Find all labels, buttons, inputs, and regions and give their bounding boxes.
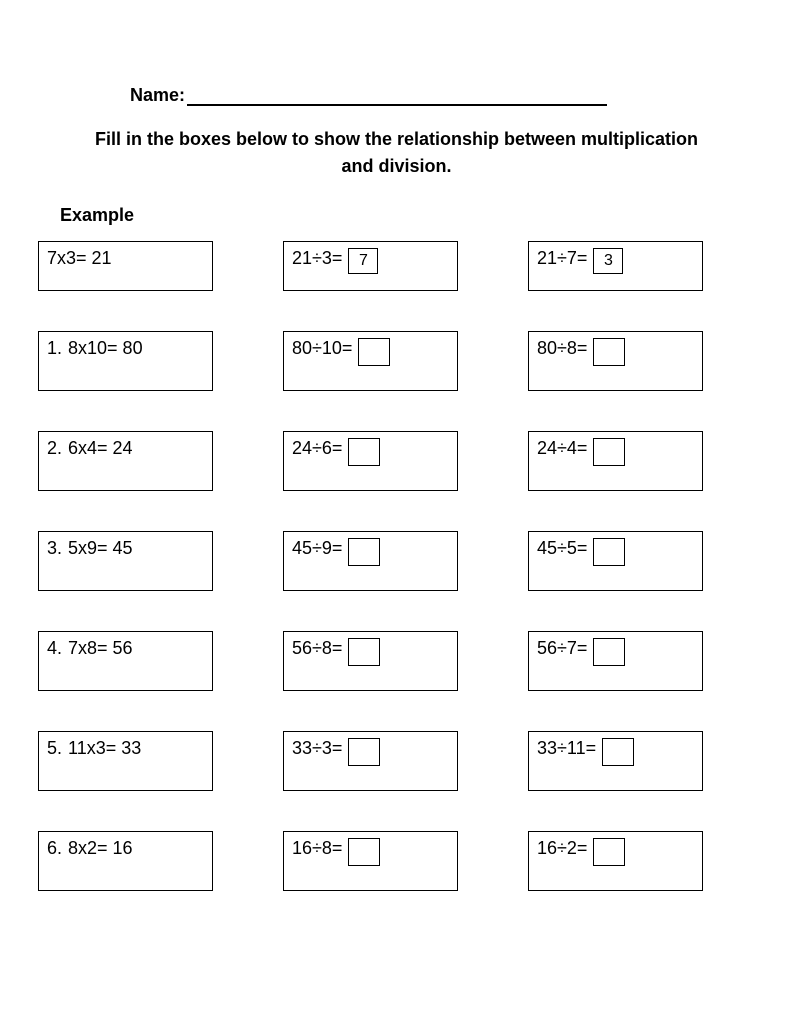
problem-2-mult-expr: 6x4= 24 — [68, 438, 133, 459]
problem-1-div2-answer[interactable] — [593, 338, 625, 366]
problem-2-division2-cell: 24÷4= — [528, 431, 703, 491]
problem-2-div1-answer[interactable] — [348, 438, 380, 466]
problem-2-number: 2. — [47, 438, 62, 459]
problem-1-div1-answer[interactable] — [358, 338, 390, 366]
problem-4-div1-answer[interactable] — [348, 638, 380, 666]
problem-1-multiplication-cell: 1. 8x10= 80 — [38, 331, 213, 391]
problem-3-div2-answer[interactable] — [593, 538, 625, 566]
name-underline[interactable] — [187, 104, 607, 106]
problem-1-div2-expr: 80÷8= — [537, 338, 587, 359]
problem-4-div1-expr: 56÷8= — [292, 638, 342, 659]
problem-5-number: 5. — [47, 738, 62, 759]
example-div1-expr: 21÷3= — [292, 248, 342, 269]
name-label: Name: — [130, 85, 185, 105]
example-row: 7x3= 21 21÷3= 7 21÷7= 3 — [38, 241, 763, 291]
problem-1-number: 1. — [47, 338, 62, 359]
problem-1-div1-expr: 80÷10= — [292, 338, 352, 359]
problem-5-division2-cell: 33÷11= — [528, 731, 703, 791]
problem-row-3: 3. 5x9= 45 45÷9= 45÷5= — [38, 531, 763, 591]
problem-row-2: 2. 6x4= 24 24÷6= 24÷4= — [38, 431, 763, 491]
problem-3-division1-cell: 45÷9= — [283, 531, 458, 591]
problem-5-division1-cell: 33÷3= — [283, 731, 458, 791]
instructions-text: Fill in the boxes below to show the rela… — [90, 126, 703, 180]
problem-3-div2-expr: 45÷5= — [537, 538, 587, 559]
problem-5-multiplication-cell: 5. 11x3= 33 — [38, 731, 213, 791]
problem-5-div1-expr: 33÷3= — [292, 738, 342, 759]
problem-3-multiplication-cell: 3. 5x9= 45 — [38, 531, 213, 591]
problem-3-division2-cell: 45÷5= — [528, 531, 703, 591]
example-division2-cell: 21÷7= 3 — [528, 241, 703, 291]
problem-5-div2-answer[interactable] — [602, 738, 634, 766]
problem-4-mult-expr: 7x8= 56 — [68, 638, 133, 659]
problem-rows: 7x3= 21 21÷3= 7 21÷7= 3 1. 8x10= 80 80÷1… — [38, 241, 763, 891]
problem-2-div2-expr: 24÷4= — [537, 438, 587, 459]
problem-4-div2-expr: 56÷7= — [537, 638, 587, 659]
example-mult-expr: 7x3= 21 — [47, 248, 112, 269]
problem-1-division2-cell: 80÷8= — [528, 331, 703, 391]
problem-5-div2-expr: 33÷11= — [537, 738, 596, 759]
example-heading: Example — [60, 205, 763, 226]
problem-5-mult-expr: 11x3= 33 — [68, 738, 141, 759]
problem-6-div2-answer[interactable] — [593, 838, 625, 866]
worksheet-page: Name: Fill in the boxes below to show th… — [0, 0, 793, 961]
example-div2-answer: 3 — [593, 248, 623, 274]
problem-4-division2-cell: 56÷7= — [528, 631, 703, 691]
problem-6-division1-cell: 16÷8= — [283, 831, 458, 891]
problem-2-div1-expr: 24÷6= — [292, 438, 342, 459]
problem-3-div1-expr: 45÷9= — [292, 538, 342, 559]
problem-3-div1-answer[interactable] — [348, 538, 380, 566]
problem-3-number: 3. — [47, 538, 62, 559]
problem-1-division1-cell: 80÷10= — [283, 331, 458, 391]
problem-6-div1-expr: 16÷8= — [292, 838, 342, 859]
problem-2-multiplication-cell: 2. 6x4= 24 — [38, 431, 213, 491]
example-multiplication-cell: 7x3= 21 — [38, 241, 213, 291]
name-field: Name: — [130, 85, 763, 106]
problem-3-mult-expr: 5x9= 45 — [68, 538, 133, 559]
problem-row-6: 6. 8x2= 16 16÷8= 16÷2= — [38, 831, 763, 891]
problem-6-div1-answer[interactable] — [348, 838, 380, 866]
problem-5-div1-answer[interactable] — [348, 738, 380, 766]
problem-2-division1-cell: 24÷6= — [283, 431, 458, 491]
problem-6-division2-cell: 16÷2= — [528, 831, 703, 891]
problem-6-div2-expr: 16÷2= — [537, 838, 587, 859]
problem-4-number: 4. — [47, 638, 62, 659]
problem-2-div2-answer[interactable] — [593, 438, 625, 466]
problem-4-multiplication-cell: 4. 7x8= 56 — [38, 631, 213, 691]
problem-6-mult-expr: 8x2= 16 — [68, 838, 133, 859]
problem-6-multiplication-cell: 6. 8x2= 16 — [38, 831, 213, 891]
example-div1-answer: 7 — [348, 248, 378, 274]
problem-4-division1-cell: 56÷8= — [283, 631, 458, 691]
problem-6-number: 6. — [47, 838, 62, 859]
problem-row-1: 1. 8x10= 80 80÷10= 80÷8= — [38, 331, 763, 391]
problem-row-4: 4. 7x8= 56 56÷8= 56÷7= — [38, 631, 763, 691]
example-division1-cell: 21÷3= 7 — [283, 241, 458, 291]
problem-1-mult-expr: 8x10= 80 — [68, 338, 143, 359]
problem-4-div2-answer[interactable] — [593, 638, 625, 666]
example-div2-expr: 21÷7= — [537, 248, 587, 269]
problem-row-5: 5. 11x3= 33 33÷3= 33÷11= — [38, 731, 763, 791]
